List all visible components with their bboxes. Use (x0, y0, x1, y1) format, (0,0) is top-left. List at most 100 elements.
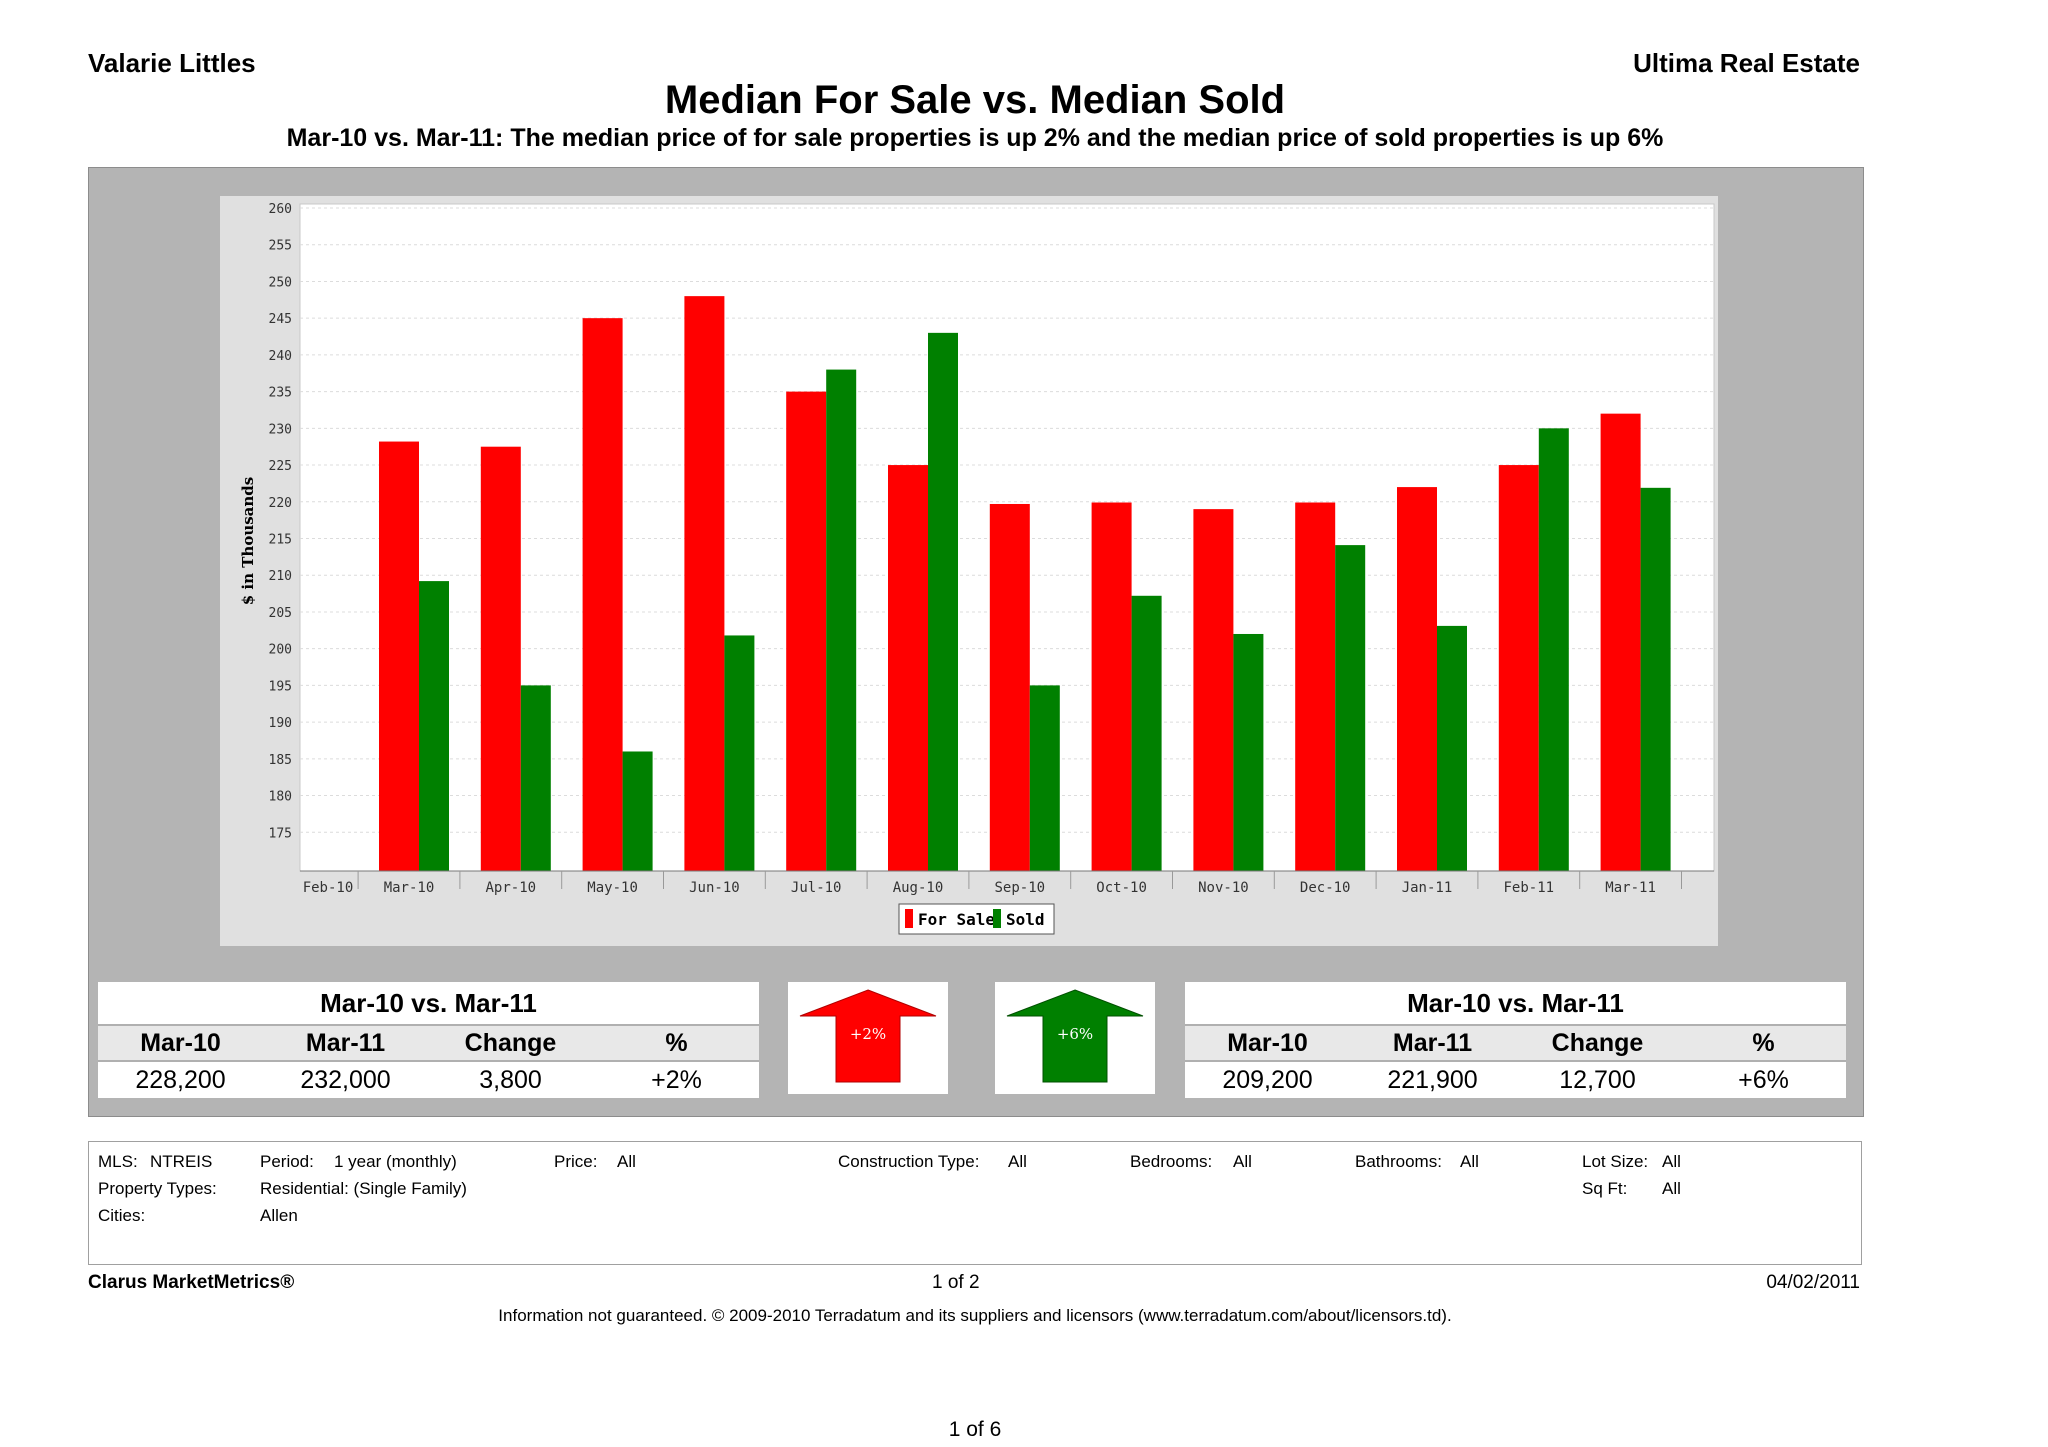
value-cell: 3,800 (479, 1066, 542, 1094)
bar-for-sale-mar-11 (1600, 413, 1641, 871)
bar-for-sale-feb-11 (1498, 465, 1539, 871)
x-tick-label: May-10 (587, 880, 638, 896)
lot-size-value: All (1662, 1152, 1681, 1171)
column-header: Mar-10 (140, 1029, 221, 1057)
sqft-label: Sq Ft: (1582, 1179, 1628, 1198)
bar-sold-dec-10 (1335, 545, 1366, 871)
sold-summary-heading: Mar-10 vs. Mar-11 (1185, 982, 1846, 1026)
bar-for-sale-aug-10 (888, 465, 928, 871)
bar-for-sale-sep-10 (989, 503, 1030, 871)
y-tick-label: 240 (269, 349, 292, 364)
x-tick-label: Jul-10 (791, 880, 842, 896)
period-value: 1 year (monthly) (334, 1152, 457, 1171)
footer-brand: Clarus MarketMetrics® (88, 1272, 295, 1293)
for-sale-change-label: +2% (850, 1025, 886, 1043)
bar-chart: 175 180 185 190 195 200 205 210 215 220 225 230 235 2… (239, 202, 1715, 935)
column-header: % (665, 1029, 688, 1057)
property-types-label: Property Types: (98, 1179, 217, 1198)
x-tick-label: Jan-11 (1402, 880, 1453, 896)
bathrooms-value: All (1460, 1152, 1479, 1171)
lot-size-label: Lot Size: (1582, 1152, 1649, 1171)
y-tick-label: 230 (269, 422, 292, 437)
y-axis-label: $ in Thousands (239, 477, 257, 605)
bar-for-sale-nov-10 (1193, 509, 1234, 871)
period-label: Period: (260, 1152, 314, 1171)
y-tick-label: 245 (269, 312, 292, 327)
x-tick-label: Apr-10 (486, 880, 537, 896)
bathrooms-label: Bathrooms: (1355, 1152, 1442, 1171)
x-tick-label: Feb-11 (1504, 880, 1555, 896)
cities-value: Allen (260, 1206, 298, 1225)
sold-summary-columns: Mar-10 Mar-11 Change % (1185, 1026, 1846, 1062)
bar-for-sale-apr-10 (480, 446, 521, 871)
bar-for-sale-mar-10 (379, 441, 419, 871)
column-header: Mar-11 (305, 1029, 386, 1057)
column-header: Mar-10 (1227, 1029, 1308, 1057)
for-sale-summary-values: 228,200 232,000 3,800 +2% (98, 1062, 759, 1098)
y-tick-label: 255 (269, 239, 292, 254)
footer-date: 04/02/2011 (1766, 1272, 1860, 1293)
x-tick-label: Sep-10 (995, 880, 1046, 896)
bar-sold-oct-10 (1131, 595, 1162, 871)
y-tick-label: 185 (269, 753, 292, 768)
bar-sold-jul-10 (826, 369, 857, 871)
y-tick-label: 190 (269, 716, 292, 731)
for-sale-summary-heading: Mar-10 vs. Mar-11 (98, 982, 759, 1026)
chart-legend: For Sale Sold (898, 903, 1055, 935)
sold-summary: Mar-10 vs. Mar-11 Mar-10 Mar-11 Change %… (1185, 982, 1846, 1098)
for-sale-summary: Mar-10 vs. Mar-11 Mar-10 Mar-11 Change %… (98, 982, 759, 1098)
bar-sold-sep-10 (1029, 685, 1060, 871)
bar-sold-mar-11 (1640, 487, 1671, 871)
report-title: Median For Sale vs. Median Sold (664, 78, 1286, 122)
mls-value: NTREIS (150, 1152, 213, 1171)
bar-sold-feb-11 (1538, 428, 1569, 871)
value-cell: 12,700 (1559, 1066, 1636, 1094)
y-tick-label: 180 (269, 790, 292, 805)
column-header: Change (1551, 1029, 1644, 1057)
column-header: % (1752, 1029, 1775, 1057)
y-tick-label: 235 (269, 386, 292, 401)
report-subtitle: Mar-10 vs. Mar-11: The median price of f… (286, 124, 1664, 152)
y-tick-label: 210 (269, 569, 292, 584)
column-header: Mar-11 (1392, 1029, 1473, 1057)
brokerage-name: Ultima Real Estate (1633, 48, 1860, 78)
legend-label-for-sale: For Sale (918, 910, 995, 929)
bar-sold-jun-10 (724, 635, 755, 871)
y-tick-label: 215 (269, 533, 292, 548)
agent-name: Valarie Littles (88, 48, 256, 78)
value-cell: +6% (1738, 1066, 1789, 1094)
bedrooms-label: Bedrooms: (1130, 1152, 1213, 1171)
value-cell: 209,200 (1222, 1066, 1313, 1094)
legend-label-sold: Sold (1006, 910, 1045, 929)
construction-value: All (1008, 1152, 1027, 1171)
bar-for-sale-jun-10 (684, 296, 725, 872)
y-tick-label: 175 (269, 826, 292, 841)
price-label: Price: (554, 1152, 598, 1171)
bar-sold-nov-10 (1233, 633, 1264, 871)
bar-for-sale-jul-10 (786, 391, 827, 871)
sold-change-arrow-box: +6% (995, 982, 1155, 1094)
y-tick-label: 250 (269, 275, 292, 290)
x-tick-label: Mar-11 (1605, 880, 1656, 896)
x-tick-label: Mar-10 (384, 880, 435, 896)
value-cell: 228,200 (135, 1066, 226, 1094)
x-tick-label: Feb-10 (303, 880, 354, 896)
bedrooms-value: All (1233, 1152, 1252, 1171)
x-tick-label: Nov-10 (1198, 880, 1249, 896)
footer-page: 1 of 2 (932, 1272, 980, 1293)
y-tick-label: 220 (269, 496, 292, 511)
column-header: Change (464, 1029, 557, 1057)
up-arrow-icon: +2% (799, 989, 937, 1083)
value-cell: 232,000 (300, 1066, 391, 1094)
x-tick-label: Aug-10 (893, 880, 944, 896)
x-tick-label: Dec-10 (1300, 880, 1351, 896)
bar-for-sale-may-10 (582, 318, 623, 872)
search-criteria: MLS: NTREIS Period: 1 year (monthly) Pri… (88, 1141, 1862, 1265)
bar-for-sale-oct-10 (1091, 502, 1132, 871)
property-types-value: Residential: (Single Family) (260, 1179, 467, 1198)
mls-label: MLS: (98, 1152, 138, 1171)
bar-sold-mar-10 (419, 581, 449, 871)
sold-change-label: +6% (1057, 1025, 1093, 1043)
price-value: All (617, 1152, 636, 1171)
construction-label: Construction Type: (838, 1152, 980, 1171)
